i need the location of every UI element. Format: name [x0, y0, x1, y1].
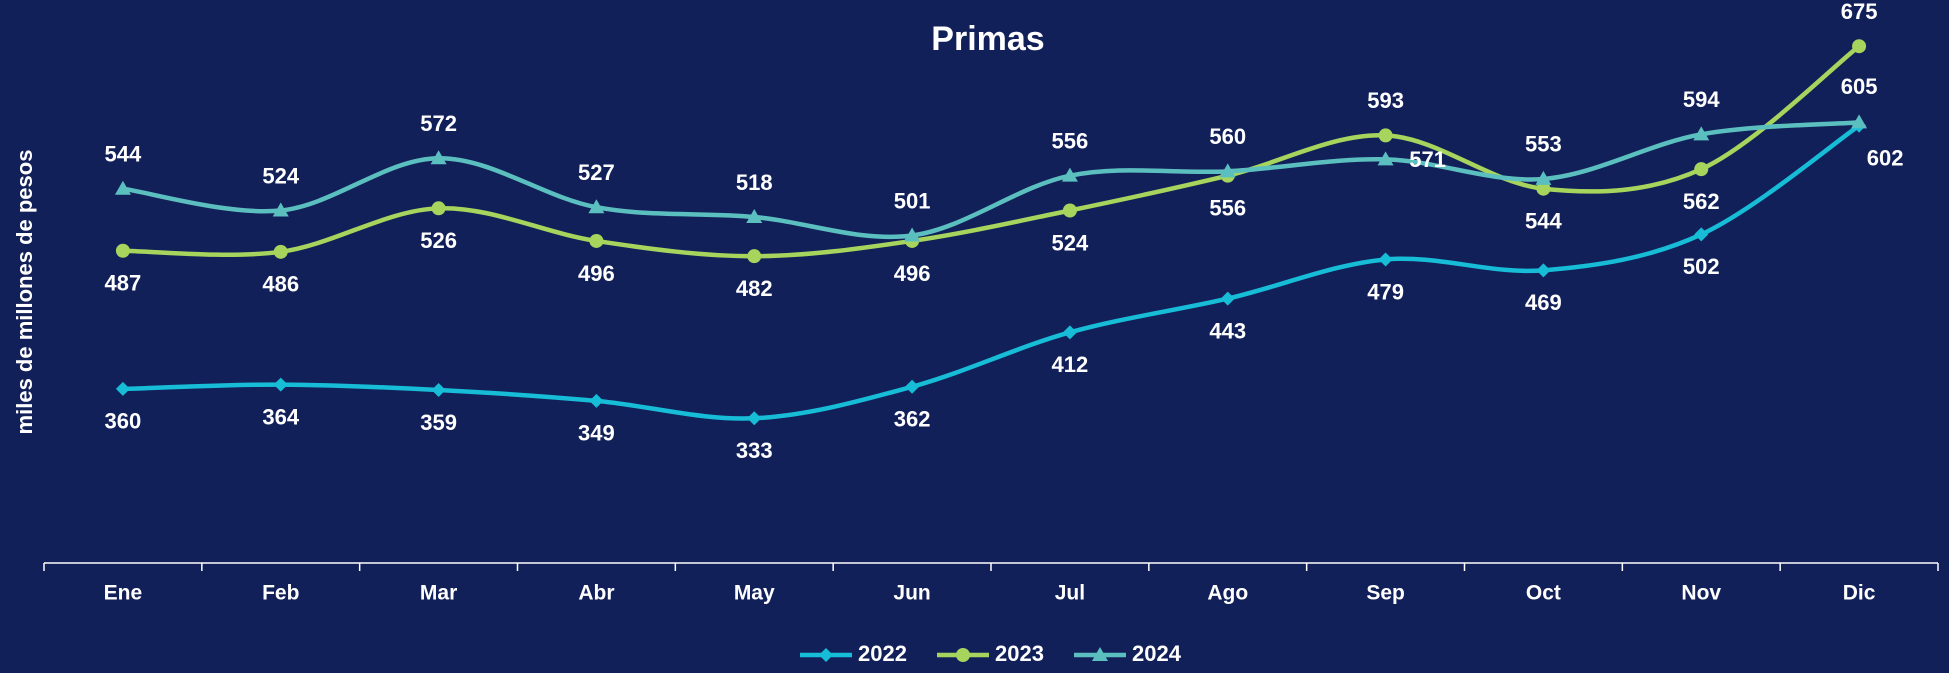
point-marker [1852, 39, 1867, 54]
data-label: 486 [262, 272, 299, 297]
data-label: 360 [105, 409, 142, 434]
data-label: 593 [1367, 88, 1404, 113]
x-tick-label: Sep [1366, 582, 1405, 605]
data-label: 362 [894, 407, 931, 432]
y-axis-label: miles de millones de pesos [12, 150, 37, 435]
data-label: 524 [1052, 230, 1089, 255]
series-line [122, 120, 1860, 240]
legend-label: 2024 [1132, 641, 1182, 666]
point-marker [114, 180, 131, 195]
data-label: 572 [420, 111, 457, 136]
data-label: 443 [1209, 318, 1246, 343]
point-marker [431, 201, 446, 216]
data-label: 479 [1367, 279, 1404, 304]
x-tick-label: Jul [1055, 582, 1085, 605]
point-marker [273, 377, 288, 392]
x-tick-label: May [734, 582, 775, 605]
point-marker [1062, 203, 1077, 218]
point-marker [589, 393, 604, 408]
data-label: 602 [1867, 145, 1904, 170]
data-label: 527 [578, 160, 615, 185]
legend-label: 2023 [995, 641, 1044, 666]
point-marker [1536, 263, 1551, 278]
series-line [122, 123, 1861, 421]
point-marker [1694, 227, 1709, 242]
legend-marker [1092, 647, 1108, 661]
legend-marker [956, 648, 970, 662]
x-tick-label: Nov [1681, 582, 1721, 605]
point-marker [431, 383, 446, 398]
data-label: 469 [1525, 290, 1562, 315]
point-marker [273, 244, 288, 259]
point-marker [747, 249, 762, 264]
point-marker [905, 379, 920, 394]
data-label: 556 [1209, 195, 1246, 220]
data-label: 594 [1683, 87, 1720, 112]
series-line [122, 44, 1861, 259]
data-label: 560 [1209, 124, 1246, 149]
point-marker [1062, 325, 1077, 340]
data-label: 359 [420, 410, 457, 435]
point-marker [1535, 170, 1552, 185]
legend-label: 2022 [858, 641, 907, 666]
point-marker [1378, 252, 1393, 267]
data-label: 496 [578, 261, 615, 286]
data-label: 501 [894, 188, 931, 213]
point-marker [1693, 126, 1710, 141]
data-label: 562 [1683, 189, 1720, 214]
point-marker [1219, 163, 1236, 178]
data-label: 544 [105, 142, 142, 167]
data-label: 502 [1683, 254, 1720, 279]
point-marker [1377, 151, 1394, 166]
x-tick-label: Abr [578, 582, 614, 605]
x-tick-label: Mar [420, 582, 457, 605]
x-tick-label: Feb [262, 582, 299, 605]
data-label: 553 [1525, 132, 1562, 157]
data-label: 571 [1409, 147, 1446, 172]
point-marker [1536, 181, 1551, 196]
data-label: 349 [578, 421, 615, 446]
x-tick-label: Dic [1843, 582, 1876, 605]
data-label: 333 [736, 438, 773, 463]
point-marker [115, 381, 130, 396]
point-marker [589, 233, 604, 248]
x-tick-label: Ago [1207, 582, 1248, 605]
legend-marker [819, 648, 833, 662]
data-label: 524 [262, 163, 299, 188]
data-label: 496 [894, 261, 931, 286]
point-marker [1694, 162, 1709, 177]
data-label: 364 [262, 404, 299, 429]
data-label: 412 [1052, 352, 1089, 377]
data-label: 605 [1841, 74, 1878, 99]
point-marker [1851, 114, 1868, 129]
point-marker [272, 202, 289, 217]
data-label: 482 [736, 276, 773, 301]
x-tick-label: Jun [893, 582, 930, 605]
point-marker [1061, 167, 1078, 182]
chart-title: Primas [931, 20, 1044, 58]
data-label: 675 [1841, 0, 1878, 24]
data-label: 544 [1525, 209, 1562, 234]
data-label: 518 [736, 170, 773, 195]
x-tick-label: Ene [104, 582, 143, 605]
point-marker [746, 209, 763, 224]
data-label: 556 [1052, 128, 1089, 153]
point-marker [430, 150, 447, 165]
point-marker [747, 411, 762, 426]
point-marker [904, 227, 921, 242]
data-label: 526 [420, 228, 457, 253]
point-marker [115, 243, 130, 258]
point-marker [1378, 128, 1393, 143]
point-marker [588, 199, 605, 214]
data-label: 487 [105, 271, 142, 296]
point-marker [1220, 291, 1235, 306]
x-tick-label: Oct [1526, 582, 1561, 605]
